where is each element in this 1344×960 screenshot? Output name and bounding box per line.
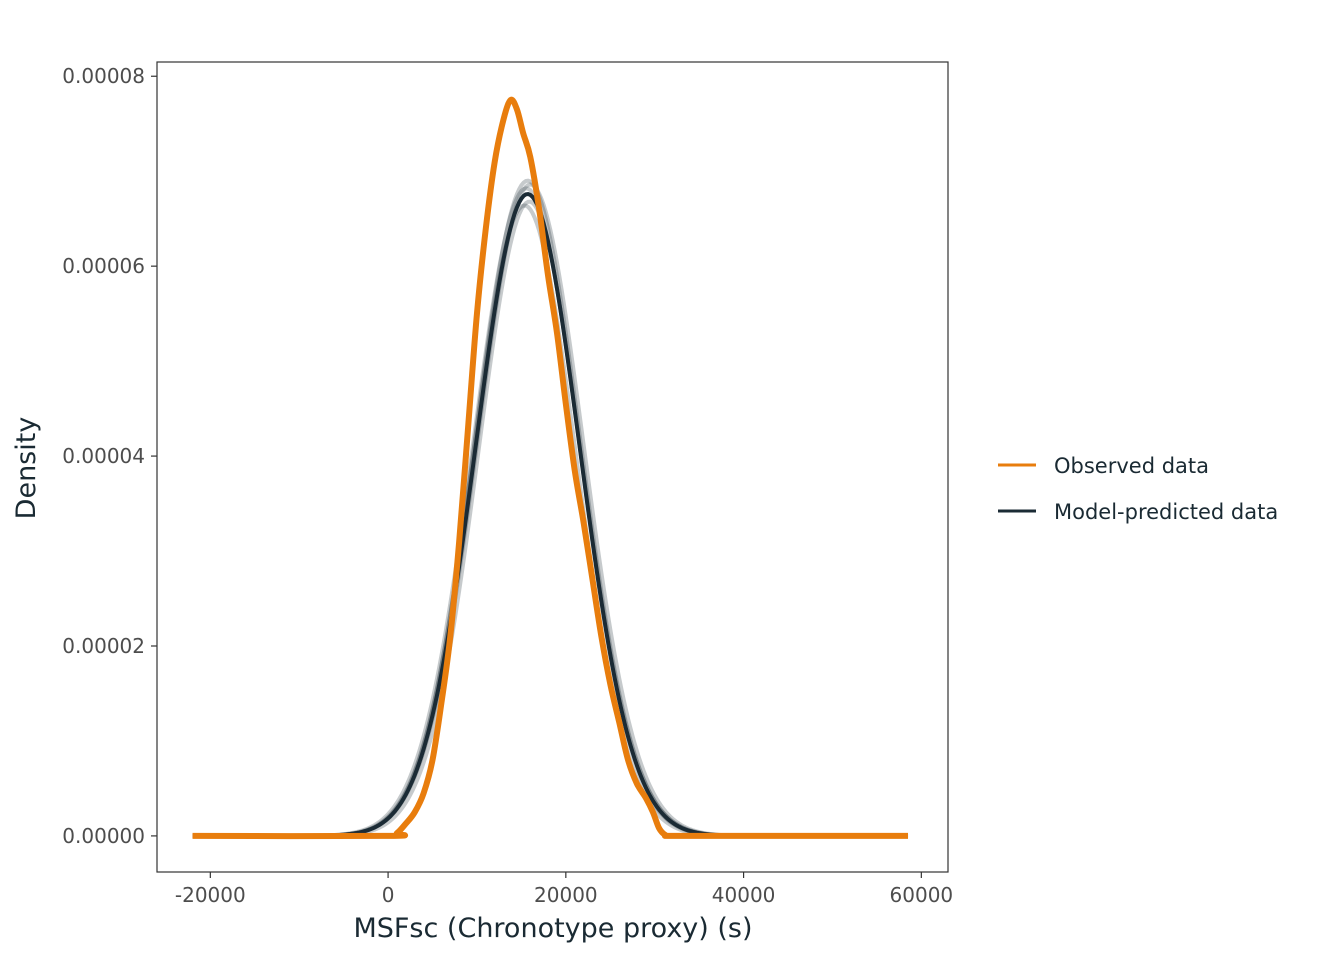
x-tick-label: 20000 bbox=[534, 883, 598, 907]
legend-label-observed: Observed data bbox=[1054, 454, 1209, 478]
y-axis-title: Density bbox=[11, 417, 42, 520]
y-tick-label: 0.00008 bbox=[62, 64, 145, 88]
x-axis-title: MSFsc (Chronotype proxy) (s) bbox=[353, 913, 752, 944]
y-tick-label: 0.00002 bbox=[62, 634, 145, 658]
y-tick-label: 0.00000 bbox=[62, 824, 145, 848]
y-axis: 0.00000 0.00002 0.00004 0.00006 0.00008 bbox=[62, 64, 157, 848]
y-tick-label: 0.00004 bbox=[62, 444, 145, 468]
legend: Observed data Model-predicted data bbox=[998, 454, 1278, 524]
panel-border bbox=[156, 61, 949, 873]
x-tick-label: 40000 bbox=[712, 883, 776, 907]
x-tick-label: -20000 bbox=[175, 883, 246, 907]
series-line-observed bbox=[192, 96, 909, 840]
x-tick-label: 0 bbox=[382, 883, 395, 907]
x-axis: -20000 0 20000 40000 60000 bbox=[175, 872, 953, 907]
y-tick-label: 0.00006 bbox=[62, 254, 145, 278]
x-tick-label: 60000 bbox=[890, 883, 954, 907]
legend-label-model-predicted: Model-predicted data bbox=[1054, 500, 1278, 524]
